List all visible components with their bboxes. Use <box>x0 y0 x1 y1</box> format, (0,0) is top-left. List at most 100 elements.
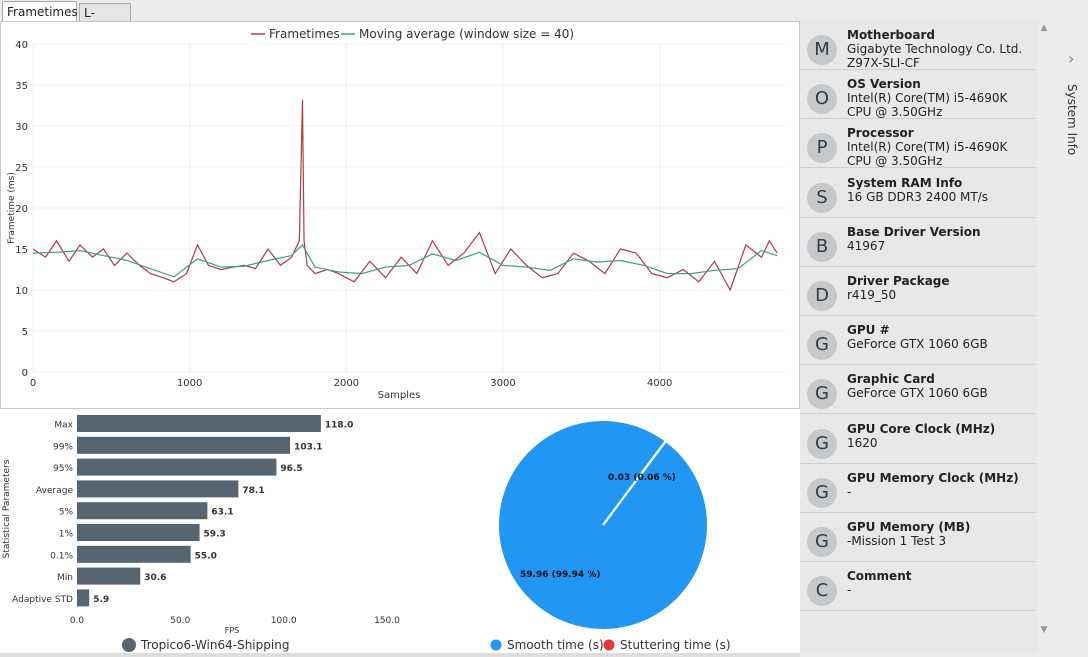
y-tick-label: 35 <box>15 81 28 92</box>
bar-value-label: 118.0 <box>325 421 353 431</box>
pie-value-label: 59.96 (99.94 %) <box>520 570 600 580</box>
x-tick-label: 1000 <box>177 378 202 389</box>
system-info-title: Graphic Card <box>847 372 935 387</box>
tab-l-shape[interactable]: L-shape <box>79 3 131 38</box>
system-info-item[interactable]: G GPU Memory Clock (MHz) - <box>800 464 1035 513</box>
bar <box>77 458 277 476</box>
x-tick-label: 2000 <box>334 378 359 389</box>
side-panel-toggle[interactable]: › <box>1050 21 1088 653</box>
system-info-title: GPU Core Clock (MHz) <box>847 421 996 436</box>
pie-value-label: 0.03 (0.06 %) <box>608 473 676 483</box>
initial-avatar: C <box>807 576 837 607</box>
legend-swatch <box>490 639 502 651</box>
system-info-item[interactable]: G GPU # GeForce GTX 1060 6GB <box>800 316 1035 366</box>
bar-category-label: 0.1% <box>50 551 73 561</box>
x-tick-label: 0 <box>30 378 36 389</box>
bar <box>77 436 291 454</box>
initial-avatar: G <box>807 330 837 361</box>
system-info-value: GeForce GTX 1060 6GB <box>847 386 988 401</box>
initial-avatar: S <box>807 182 837 213</box>
fps-bar-chart: Max 118.0 99% 103.1 95% 96.5 Average 78.1 5% 63.1… <box>2 415 400 652</box>
initial-avatar: G <box>807 379 837 410</box>
scroll-up-arrow-icon[interactable]: ▲ <box>1040 23 1048 33</box>
x-tick-label: 0.0 <box>70 616 85 626</box>
system-info-value: 41967 <box>847 238 886 253</box>
initial-avatar: D <box>807 281 837 311</box>
system-info-value: r419_50 <box>847 288 897 302</box>
scroll-down-arrow-icon[interactable]: ▼ <box>1040 625 1048 635</box>
legend-label: Moving average (window size = 40) <box>359 27 574 41</box>
x-tick-label: 150.0 <box>374 616 400 626</box>
system-info-value: GeForce GTX 1060 6GB <box>847 337 988 352</box>
system-info-item[interactable]: S System RAM Info 16 GB DDR3 2400 MT/s <box>800 169 1035 218</box>
system-info-title: GPU Memory (MB) <box>847 520 971 534</box>
system-info-title: GPU Memory Clock (MHz) <box>847 470 1019 485</box>
bar-value-label: 96.5 <box>280 464 302 474</box>
legend-label: Tropico6-Win64-Shipping <box>140 638 289 652</box>
stutter-pie-chart: 59.96 (99.94 %) 0.03 (0.06 %) Smooth time … <box>490 421 731 652</box>
system-info-value: - <box>847 484 852 499</box>
bar-value-label: 30.6 <box>144 573 166 583</box>
tab-frametimes[interactable]: Frametimes <box>2 1 78 22</box>
initial-avatar: P <box>807 133 837 164</box>
system-info-value: Gigabyte Technology Co. Ltd. Z97X-SLI-CF <box>847 42 1023 70</box>
y-tick-label: 25 <box>15 163 28 174</box>
bar <box>77 545 191 563</box>
system-info-item[interactable]: B Base Driver Version 41967 <box>800 218 1035 267</box>
system-info-item[interactable]: G Graphic Card GeForce GTX 1060 6GB <box>800 365 1035 415</box>
bar-category-label: Adaptive STD <box>12 595 73 605</box>
system-info-value: -Mission 1 Test 3 <box>847 534 947 548</box>
horizontal-scrollbar[interactable] <box>0 653 800 657</box>
system-info-list: M Motherboard Gigabyte Technology Co. Ltd.… <box>800 21 1038 653</box>
y-tick-label: 20 <box>15 204 28 215</box>
statistics-panel: Max 118.0 99% 103.1 95% 96.5 Average 78.1 5% 63.1… <box>0 409 800 655</box>
x-tick-label: 4000 <box>647 378 672 389</box>
frametime-chart: 0 5 10 15 20 25 30 35 40 0 1000 2000 3000 4000 Samples… <box>7 27 785 401</box>
bar <box>77 480 239 498</box>
pie-divider <box>602 441 666 526</box>
bar-category-label: 1% <box>59 530 74 540</box>
bar <box>77 524 200 541</box>
system-info-item[interactable]: M Motherboard Gigabyte Technology Co. Ltd.… <box>800 21 1035 70</box>
bar <box>77 415 321 432</box>
bar <box>77 567 141 585</box>
bar-value-label: 78.1 <box>242 486 264 496</box>
chevron-right-icon[interactable]: › <box>1068 49 1075 68</box>
system-info-title: Base Driver Version <box>847 224 981 239</box>
bar-value-label: 55.0 <box>195 551 217 561</box>
system-info-value: 1620 <box>847 435 878 450</box>
bar-category-label: Average <box>36 486 73 496</box>
bar-category-label: 95% <box>53 464 73 474</box>
system-info-value: Intel(R) Core(TM) i5-4690K CPU @ 3.50GHz <box>847 140 1008 169</box>
y-tick-label: 30 <box>15 122 28 133</box>
system-info-label[interactable]: System Info <box>1065 84 1079 156</box>
initial-avatar: B <box>807 231 837 262</box>
bar-category-label: Min <box>57 573 73 583</box>
frametimes-series-line <box>32 99 778 292</box>
y-axis-label: Frametime (ms) <box>7 172 17 244</box>
system-info-title: Processor <box>847 126 914 141</box>
bar-category-label: 5% <box>59 508 74 518</box>
y-axis-label: Statistical Parameters <box>2 459 12 558</box>
system-info-item[interactable]: G GPU Memory (MB) -Mission 1 Test 3 <box>800 513 1035 562</box>
initial-avatar: G <box>807 527 837 557</box>
system-info-item[interactable]: C Comment - <box>800 562 1035 612</box>
x-tick-label: 3000 <box>490 378 515 389</box>
system-info-item[interactable]: O OS Version Intel(R) Core(TM) i5-4690K CP… <box>800 70 1035 120</box>
system-info-title: GPU # <box>847 323 890 338</box>
bar-value-label: 5.9 <box>93 595 109 605</box>
bar-value-label: 103.1 <box>294 442 322 452</box>
y-tick-label: 0 <box>22 368 28 379</box>
chart-legend: Frametimes Moving average (window size = … <box>251 27 574 41</box>
legend-label: Stuttering time (s) <box>620 638 731 652</box>
y-tick-label: 5 <box>22 327 28 338</box>
bar-category-label: 99% <box>53 442 73 452</box>
system-info-item[interactable]: D Driver Package r419_50 <box>800 267 1035 316</box>
legend-swatch <box>122 638 136 652</box>
x-axis-label: Samples <box>378 390 421 401</box>
initial-avatar: G <box>807 477 837 508</box>
legend-swatch <box>603 639 615 651</box>
system-info-item[interactable]: P Processor Intel(R) Core(TM) i5-4690K CPU… <box>800 119 1035 169</box>
system-info-item[interactable]: G GPU Core Clock (MHz) 1620 <box>800 415 1035 464</box>
bar-value-label: 63.1 <box>211 508 233 518</box>
